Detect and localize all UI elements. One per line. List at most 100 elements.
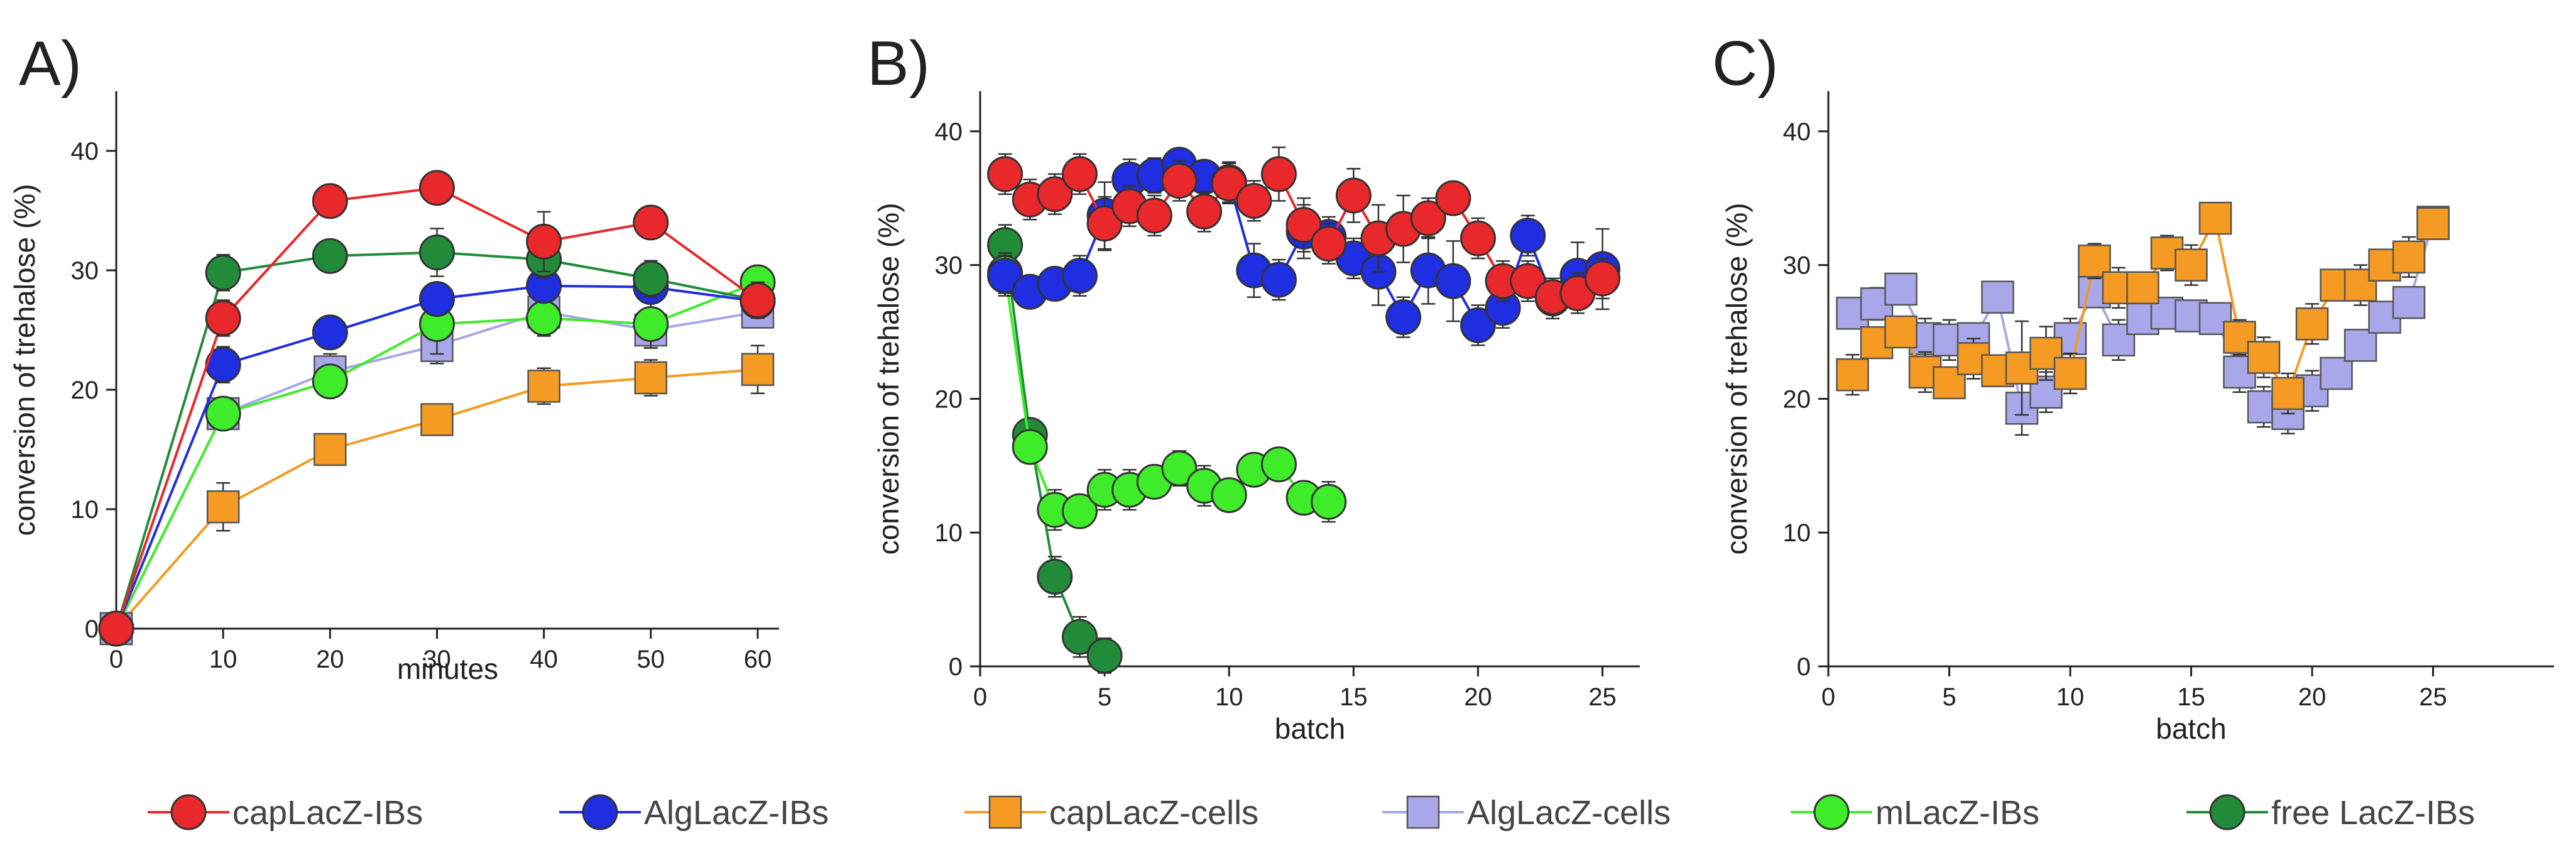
data-point <box>205 395 241 432</box>
data-point <box>1086 637 1123 674</box>
data-point <box>1884 272 1918 306</box>
legend-marker <box>582 794 618 830</box>
data-point <box>312 363 348 400</box>
x-tick-label: 5 <box>1098 683 1111 711</box>
data-point <box>1012 429 1048 465</box>
x-tick-label: 20 <box>316 646 344 673</box>
panel-a: A) 0 10 20 30 40 0 10 20 30 40 50 60 conversion of tr… <box>8 28 779 685</box>
x-tick-label: 40 <box>530 646 558 673</box>
y-tick-label: 0 <box>85 615 99 643</box>
y-tick-label: 40 <box>935 118 963 146</box>
data-point <box>1161 450 1198 487</box>
legend-marker <box>1406 795 1440 829</box>
legend-label: capLacZ-IBs <box>232 794 423 832</box>
data-point <box>1061 258 1098 294</box>
x-tick-label: 10 <box>209 646 237 673</box>
data-point <box>1186 194 1223 230</box>
x-tick-label: 15 <box>1340 683 1368 711</box>
data-point <box>1061 493 1098 529</box>
data-point <box>1435 263 1471 299</box>
x-tick-label: 10 <box>1215 683 1243 711</box>
data-point <box>740 282 776 318</box>
data-point <box>1460 220 1496 256</box>
panel-label: A) <box>19 28 82 99</box>
panel-b: B) 0 10 20 30 40 0 5 10 15 20 25 conversion of treha… <box>867 28 1640 745</box>
data-point <box>1460 307 1496 343</box>
data-point <box>1236 182 1272 219</box>
data-point <box>314 433 347 466</box>
data-point <box>2416 207 2450 240</box>
y-tick-label: 20 <box>1783 385 1811 413</box>
legend: capLacZ-IBs AlgLacZ-IBs capLacZ-cells AlgLa… <box>148 794 2475 832</box>
series-alglacz-cells <box>1836 206 2450 436</box>
data-point <box>2344 329 2377 362</box>
legend-label: mLacZ-IBs <box>1875 794 2039 832</box>
data-point <box>1510 218 1546 254</box>
data-point <box>2126 271 2159 305</box>
data-point <box>1061 156 1098 192</box>
y-tick-label: 10 <box>71 496 99 524</box>
legend-item-alglacz-cells: AlgLacZ-cells <box>1382 794 1671 832</box>
legend-item-free-lacz-ibs: free LacZ-IBs <box>2186 794 2475 832</box>
legend-label: capLacZ-cells <box>1049 794 1258 832</box>
data-point <box>312 314 348 351</box>
data-point <box>1311 226 1347 262</box>
data-point <box>418 170 455 206</box>
y-tick-label: 0 <box>949 653 963 681</box>
legend-label: AlgLacZ-cells <box>1467 794 1671 832</box>
legend-item-caplacz-ibs: capLacZ-IBs <box>148 794 423 832</box>
data-point <box>1285 207 1322 243</box>
series-caplacz-ibs <box>987 146 1621 316</box>
legend-marker <box>988 795 1022 829</box>
data-point <box>1981 280 2014 314</box>
series-caplacz-cells <box>99 344 775 646</box>
data-point <box>418 234 455 270</box>
y-tick-label: 30 <box>71 257 99 285</box>
data-point <box>1037 558 1073 595</box>
data-point <box>1136 197 1172 234</box>
data-point <box>634 361 668 395</box>
data-point <box>2053 356 2087 390</box>
data-point <box>418 281 455 317</box>
x-tick-label: 50 <box>637 646 665 673</box>
legend-marker <box>170 794 207 830</box>
y-tick-label: 20 <box>935 385 963 413</box>
x-tick-label: 0 <box>109 646 123 673</box>
data-point <box>1037 176 1073 212</box>
legend-item-alglacz-ibs: AlgLacZ-IBs <box>559 794 829 832</box>
series-caplacz-ibs <box>98 170 776 647</box>
data-point <box>312 238 348 274</box>
x-tick-label: 25 <box>1588 683 1617 711</box>
data-point <box>1385 299 1422 336</box>
data-point <box>1836 358 1869 392</box>
legend-marker <box>1813 794 1850 830</box>
y-axis-label: conversion of trehalose (%) <box>1720 203 1753 555</box>
data-point <box>1061 619 1098 655</box>
data-point <box>312 183 348 219</box>
y-tick-label: 10 <box>1783 519 1811 547</box>
panel-label: B) <box>867 28 930 99</box>
data-point <box>205 300 241 336</box>
data-point <box>2295 307 2329 341</box>
data-point <box>527 370 560 403</box>
data-point <box>741 353 775 386</box>
x-tick-label: 25 <box>2419 683 2447 711</box>
data-point <box>1585 260 1621 297</box>
data-point <box>526 300 562 336</box>
data-point <box>1211 165 1247 202</box>
y-tick-label: 40 <box>1783 118 1811 146</box>
series-mlacz-ibs <box>98 264 776 647</box>
x-tick-label: 0 <box>973 683 987 711</box>
x-tick-label: 60 <box>744 646 772 673</box>
data-point <box>1260 262 1297 298</box>
x-axis-label: batch <box>1275 712 1346 745</box>
series-mlacz-ibs <box>987 252 1347 531</box>
data-point <box>2247 341 2281 374</box>
data-point <box>1086 206 1123 242</box>
x-tick-label: 10 <box>2056 683 2085 711</box>
legend-item-mlacz-ibs: mLacZ-IBs <box>1791 794 2039 832</box>
data-point <box>1260 446 1297 483</box>
series-caplacz-cells <box>1836 201 2450 416</box>
